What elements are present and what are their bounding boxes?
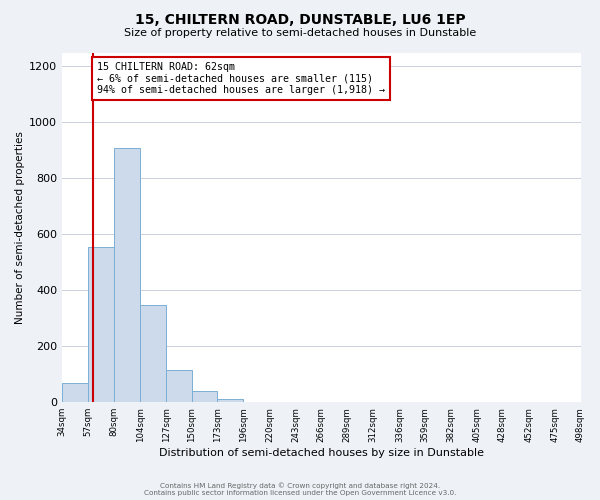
- Bar: [113, 148, 140, 402]
- Y-axis label: Number of semi-detached properties: Number of semi-detached properties: [15, 131, 25, 324]
- Bar: [192, 391, 217, 402]
- X-axis label: Distribution of semi-detached houses by size in Dunstable: Distribution of semi-detached houses by …: [159, 448, 484, 458]
- Text: 15 CHILTERN ROAD: 62sqm
← 6% of semi-detached houses are smaller (115)
94% of se: 15 CHILTERN ROAD: 62sqm ← 6% of semi-det…: [97, 62, 385, 96]
- Bar: [140, 305, 166, 402]
- Bar: [62, 382, 88, 402]
- Text: Contains public sector information licensed under the Open Government Licence v3: Contains public sector information licen…: [144, 490, 456, 496]
- Text: 15, CHILTERN ROAD, DUNSTABLE, LU6 1EP: 15, CHILTERN ROAD, DUNSTABLE, LU6 1EP: [134, 12, 466, 26]
- Bar: [166, 370, 192, 402]
- Bar: [88, 247, 113, 402]
- Text: Size of property relative to semi-detached houses in Dunstable: Size of property relative to semi-detach…: [124, 28, 476, 38]
- Bar: [217, 398, 243, 402]
- Text: Contains HM Land Registry data © Crown copyright and database right 2024.: Contains HM Land Registry data © Crown c…: [160, 482, 440, 489]
